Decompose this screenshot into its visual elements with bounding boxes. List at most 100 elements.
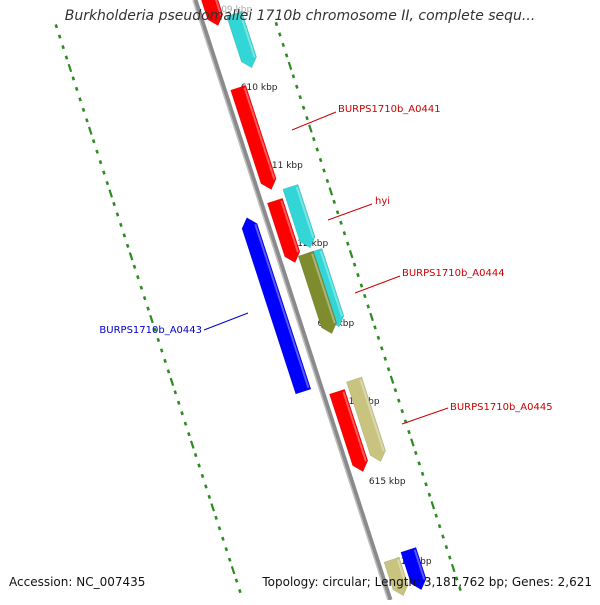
- accession-text: Accession: NC_007435: [9, 575, 146, 589]
- inner-tick-mark: [420, 471, 425, 476]
- inner-tick-mark: [441, 534, 445, 539]
- inner-tick-mark: [454, 576, 459, 581]
- gene-label[interactable]: BURPS1710b_A0443: [99, 325, 202, 336]
- inner-tick-mark: [376, 335, 381, 340]
- gene-arrow-highlight: [311, 253, 336, 324]
- outer-tick-mark: [163, 358, 167, 364]
- outer-tick-mark: [95, 149, 99, 154]
- inner-tick-mark: [410, 438, 415, 447]
- inner-tick-mark: [427, 492, 432, 497]
- outer-tick-mark: [169, 377, 175, 386]
- inner-tick-mark: [295, 84, 299, 89]
- gene-arrow-highlight: [396, 559, 408, 586]
- outer-tick-mark: [166, 369, 171, 374]
- gene-arrow[interactable]: [297, 250, 337, 335]
- gene-label[interactable]: BURPS1710b_A0445: [450, 402, 553, 413]
- gene-arrow-highlight: [342, 391, 367, 462]
- inner-tick-mark: [434, 513, 438, 518]
- gene-arrow-highlight: [239, 13, 256, 58]
- kbp-tick-label: 611 kbp: [266, 161, 303, 171]
- outer-tick-mark: [214, 515, 218, 520]
- gene-arrow-burps1710b_a0443[interactable]: [241, 217, 312, 395]
- gene-arrow[interactable]: [329, 388, 369, 473]
- outer-tick-mark: [112, 201, 116, 207]
- outer-tick-mark: [81, 107, 86, 112]
- outer-tick-mark: [173, 390, 178, 395]
- gene-arrow-hyi[interactable]: [282, 183, 316, 249]
- gene-label-leader-line: [401, 407, 449, 425]
- outer-tick-mark: [85, 118, 89, 123]
- inner-tick-mark: [393, 388, 398, 393]
- outer-tick-mark: [122, 233, 127, 238]
- inner-tick-mark: [407, 429, 411, 435]
- inner-tick-mark: [274, 21, 279, 27]
- inner-tick-mark: [424, 482, 428, 487]
- outer-tick-mark: [234, 578, 239, 583]
- inner-tick-mark: [322, 168, 326, 173]
- inner-tick-mark: [335, 210, 340, 215]
- gene-arrow-highlight: [280, 200, 299, 253]
- kbp-tick-label: 609 kbp: [215, 5, 252, 15]
- gene-label[interactable]: BURPS1710b_A0444: [402, 268, 505, 279]
- outer-tick-mark: [159, 348, 164, 353]
- outer-tick-mark: [57, 34, 62, 39]
- inner-tick-mark: [278, 32, 282, 37]
- outer-tick-mark: [146, 306, 150, 311]
- inner-tick-mark: [389, 375, 395, 384]
- inner-tick-mark: [444, 544, 449, 550]
- gene-arrow-highlight: [254, 223, 310, 389]
- inner-tick-mark: [328, 187, 334, 196]
- kbp-tick-label: 610 kbp: [241, 83, 278, 93]
- inner-tick-mark: [417, 461, 421, 466]
- backbone-highlight: [192, 0, 389, 601]
- outer-tick-mark: [183, 421, 188, 426]
- inner-tick-mark: [397, 398, 401, 403]
- inner-tick-mark: [284, 53, 289, 58]
- gene-arrow-burps1710b_a0445[interactable]: [346, 376, 386, 462]
- inner-tick-mark: [352, 262, 357, 267]
- outer-tick-mark: [149, 314, 154, 324]
- gene-arrow-burps1710b_a0441[interactable]: [230, 84, 277, 191]
- outer-tick-mark: [98, 160, 103, 165]
- gene-arrow[interactable]: [400, 546, 427, 591]
- outer-tick-mark: [190, 440, 195, 449]
- inner-tick-mark: [339, 220, 343, 225]
- outer-tick-mark: [156, 337, 161, 343]
- inner-tick-mark: [414, 450, 418, 456]
- gene-arrow-highlight: [319, 250, 343, 317]
- outer-tick-mark: [71, 76, 76, 81]
- outer-tick-mark: [136, 275, 140, 280]
- gene-arrow[interactable]: [266, 197, 301, 264]
- outer-tick-mark: [142, 296, 147, 301]
- outer-tick-mark: [64, 55, 69, 60]
- gene-label[interactable]: BURPS1710b_A0441: [338, 104, 441, 115]
- inner-tick-mark: [380, 346, 384, 351]
- outer-tick-mark: [139, 285, 144, 290]
- inner-tick-mark: [342, 231, 347, 236]
- outer-tick-mark: [128, 252, 134, 261]
- sequence-summary-text: Topology: circular; Length: 3,181,762 bp…: [262, 575, 592, 589]
- gene-arrow[interactable]: [200, 0, 224, 27]
- inner-tick-mark: [458, 586, 462, 592]
- outer-tick-mark: [78, 97, 82, 102]
- outer-tick-mark: [227, 557, 232, 562]
- inner-tick-mark: [373, 325, 377, 330]
- inner-tick-mark: [332, 199, 337, 204]
- gene-arrow-highlight: [295, 186, 315, 238]
- gene-arrow[interactable]: [383, 556, 409, 597]
- gene-arrow[interactable]: [226, 10, 257, 69]
- gene-label[interactable]: hyi: [375, 196, 390, 207]
- inner-tick-mark: [400, 408, 404, 414]
- inner-tick-mark: [287, 61, 293, 71]
- outer-tick-mark: [119, 222, 123, 228]
- inner-tick-mark: [291, 74, 296, 79]
- outer-tick-mark: [210, 503, 215, 512]
- gene-label-leader-line: [203, 312, 249, 331]
- inner-tick-mark: [298, 95, 303, 100]
- outer-tick-mark: [132, 264, 137, 269]
- outer-tick-mark: [74, 86, 79, 92]
- gene-label-leader-line: [291, 111, 337, 131]
- outer-tick-mark: [125, 243, 130, 248]
- outer-tick-mark: [204, 484, 208, 489]
